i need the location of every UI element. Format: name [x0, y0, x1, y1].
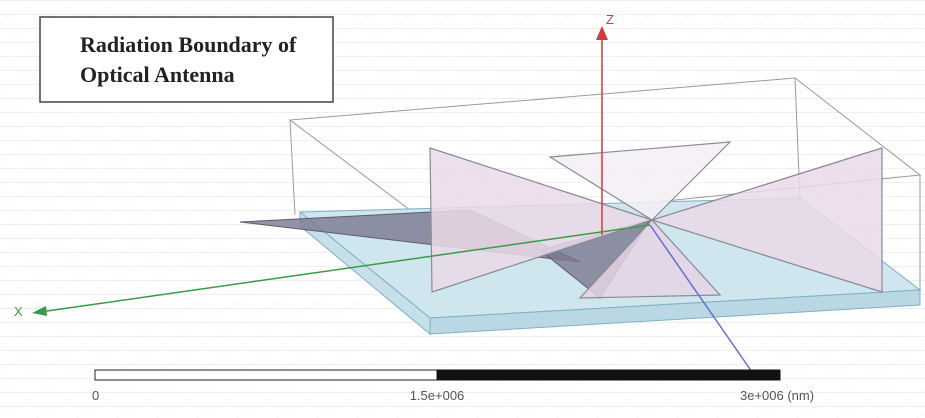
scale-bar-segment — [436, 369, 781, 381]
x-axis — [39, 224, 651, 313]
scale-bar-segment — [94, 369, 438, 381]
title-line: Radiation Boundary of — [80, 32, 297, 57]
title-line: Optical Antenna — [80, 62, 235, 87]
boundary-box — [288, 77, 922, 330]
vertical-bowtie — [429, 141, 883, 299]
x-arrow — [32, 306, 47, 316]
scale-label: 3e+006 (nm) — [740, 388, 814, 403]
z-arrow — [596, 26, 608, 40]
y-axis — [649, 224, 753, 373]
z-axis-label: Z — [606, 12, 614, 27]
scale-label: 1.5e+006 — [410, 388, 465, 403]
scale-label: 0 — [92, 388, 99, 403]
x-axis-label: X — [14, 304, 23, 319]
title-box — [39, 16, 334, 103]
